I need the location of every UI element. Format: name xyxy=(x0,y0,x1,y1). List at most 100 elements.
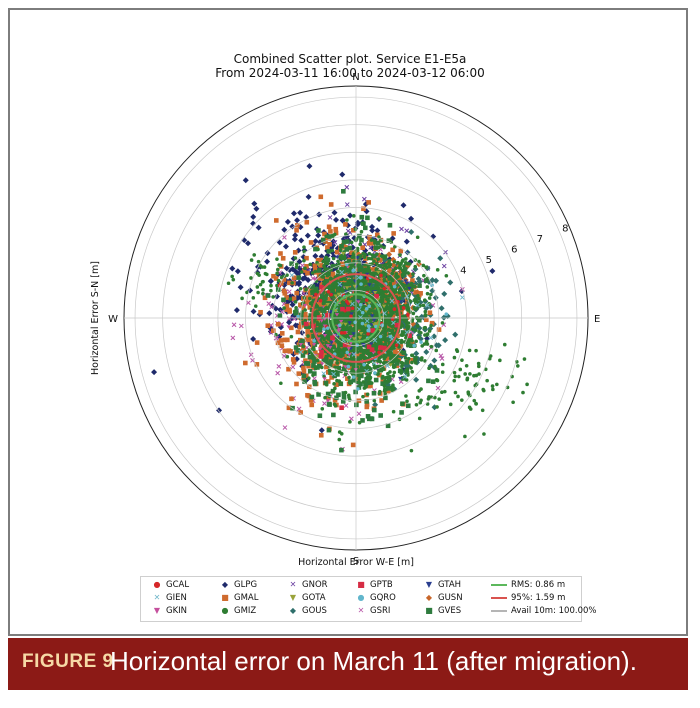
scatter-point-gmal xyxy=(410,357,416,363)
scatter-point-gmal xyxy=(342,353,348,358)
scatter-point-glpg xyxy=(408,215,415,222)
scatter-point-gien xyxy=(459,295,465,300)
scatter-point-gmal xyxy=(332,287,338,293)
legend-label: GCAL xyxy=(166,580,190,590)
scatter-point-gmiz xyxy=(388,282,392,287)
scatter-point-gmiz xyxy=(356,326,361,330)
scatter-point-gmiz xyxy=(491,387,495,392)
scatter-point-gmiz xyxy=(375,252,379,256)
scatter-point-gves xyxy=(430,379,436,384)
scatter-point-gmal xyxy=(294,227,299,233)
scatter-point-gmiz xyxy=(231,277,236,282)
scatter-point-gmal xyxy=(374,232,380,238)
scatter-point-gmiz xyxy=(336,285,340,289)
scatter-point-gmiz xyxy=(381,293,386,297)
scatter-point-gmiz xyxy=(330,233,335,238)
scatter-point-gves xyxy=(326,401,332,407)
scatter-point-gmal xyxy=(307,287,313,293)
scatter-point-gmiz xyxy=(294,262,299,267)
scatter-point-gsri xyxy=(435,385,441,391)
scatter-point-gtah xyxy=(364,272,370,277)
scatter-point-gqro xyxy=(366,328,371,333)
legend-item-gcal: ● GCAL xyxy=(151,580,190,590)
legend-item-gien: ✕ GIEN xyxy=(151,593,187,603)
legend-line-icon xyxy=(491,583,507,586)
scatter-point-gmiz xyxy=(299,270,304,274)
scatter-point-gous xyxy=(408,229,415,236)
figure-caption: Horizontal error on March 11 (after migr… xyxy=(110,646,637,676)
scatter-point-gmal xyxy=(308,397,314,403)
scatter-point-gptb xyxy=(370,328,376,333)
scatter-point-gves xyxy=(383,361,388,366)
scatter-point-gmiz xyxy=(416,293,420,298)
scatter-point-gves xyxy=(351,285,356,290)
scatter-point-gves xyxy=(337,306,343,312)
radial-tick-4: 4 xyxy=(460,266,466,277)
scatter-point-gmal xyxy=(398,248,404,254)
scatter-point-gmiz xyxy=(302,258,306,263)
polar-grid xyxy=(123,85,589,551)
scatter-point-glpg xyxy=(312,238,319,245)
scatter-point-gmiz xyxy=(249,258,254,262)
scatter-point-gmiz xyxy=(271,295,275,299)
legend-line-icon xyxy=(491,609,507,612)
scatter-point-gves xyxy=(417,283,422,288)
scatter-point-gmiz xyxy=(381,361,386,365)
scatter-point-gmiz xyxy=(410,369,414,374)
legend-stat-label: Avail 10m: 100.00% xyxy=(511,606,597,616)
scatter-point-gmal xyxy=(302,268,307,273)
scatter-point-gmiz xyxy=(369,287,373,292)
scatter-point-gves xyxy=(389,358,395,364)
scatter-point-gmiz xyxy=(364,281,368,286)
scatter-point-gmal xyxy=(294,381,299,387)
scatter-point-gmiz xyxy=(362,355,367,360)
scatter-point-gmiz xyxy=(333,282,337,287)
legend-item-gtah: ▼ GTAH xyxy=(423,580,461,590)
scatter-point-gsri xyxy=(276,364,282,369)
scatter-point-gmal xyxy=(377,257,383,263)
scatter-point-gous xyxy=(415,275,422,282)
scatter-point-gptb xyxy=(303,321,309,327)
diamond-marker-icon: ◆ xyxy=(425,593,433,602)
scatter-point-gmiz xyxy=(317,322,321,327)
scatter-point-gves xyxy=(385,386,391,391)
scatter-point-gves xyxy=(373,377,379,383)
scatter-point-gmiz xyxy=(452,370,457,375)
scatter-point-gqro xyxy=(325,326,330,330)
scatter-point-gmiz xyxy=(397,288,402,293)
scatter-point-gmiz xyxy=(391,288,395,293)
scatter-point-gmiz xyxy=(372,365,377,370)
scatter-point-gtah xyxy=(367,283,372,287)
scatter-point-gmiz xyxy=(276,278,281,283)
scatter-point-gmiz xyxy=(423,309,428,314)
scatter-point-gmiz xyxy=(405,399,409,404)
scatter-point-gmal xyxy=(271,273,276,279)
scatter-point-gmiz xyxy=(393,266,398,271)
scatter-point-gmiz xyxy=(437,397,441,401)
scatter-point-gmiz xyxy=(409,366,413,370)
scatter-point-gmiz xyxy=(391,268,396,273)
scatter-point-gmiz xyxy=(346,279,350,284)
scatter-point-gves xyxy=(385,423,391,429)
scatter-point-gnor xyxy=(344,184,350,190)
scatter-point-gmiz xyxy=(358,349,363,353)
scatter-point-glpg xyxy=(296,258,303,265)
scatter-point-gmiz xyxy=(252,253,257,257)
scatter-point-gmiz xyxy=(382,245,386,250)
scatter-point-gmiz xyxy=(391,344,395,348)
legend-label: GOTA xyxy=(302,593,326,603)
scatter-point-gmiz xyxy=(326,337,330,341)
scatter-point-gien xyxy=(321,371,327,376)
scatter-point-gmiz xyxy=(330,285,335,290)
scatter-point-gves xyxy=(424,278,429,284)
scatter-point-gves xyxy=(362,318,368,323)
scatter-point-gves xyxy=(426,378,431,384)
scatter-point-gmal xyxy=(351,227,356,233)
scatter-point-gmiz xyxy=(453,390,458,395)
scatter-point-gnor xyxy=(344,202,350,207)
scatter-point-gmiz xyxy=(460,398,464,402)
scatter-point-gmal xyxy=(317,361,323,366)
scatter-point-glpg xyxy=(299,329,306,336)
legend-stat-label: RMS: 0.86 m xyxy=(511,580,566,590)
scatter-point-gmiz xyxy=(372,343,377,348)
